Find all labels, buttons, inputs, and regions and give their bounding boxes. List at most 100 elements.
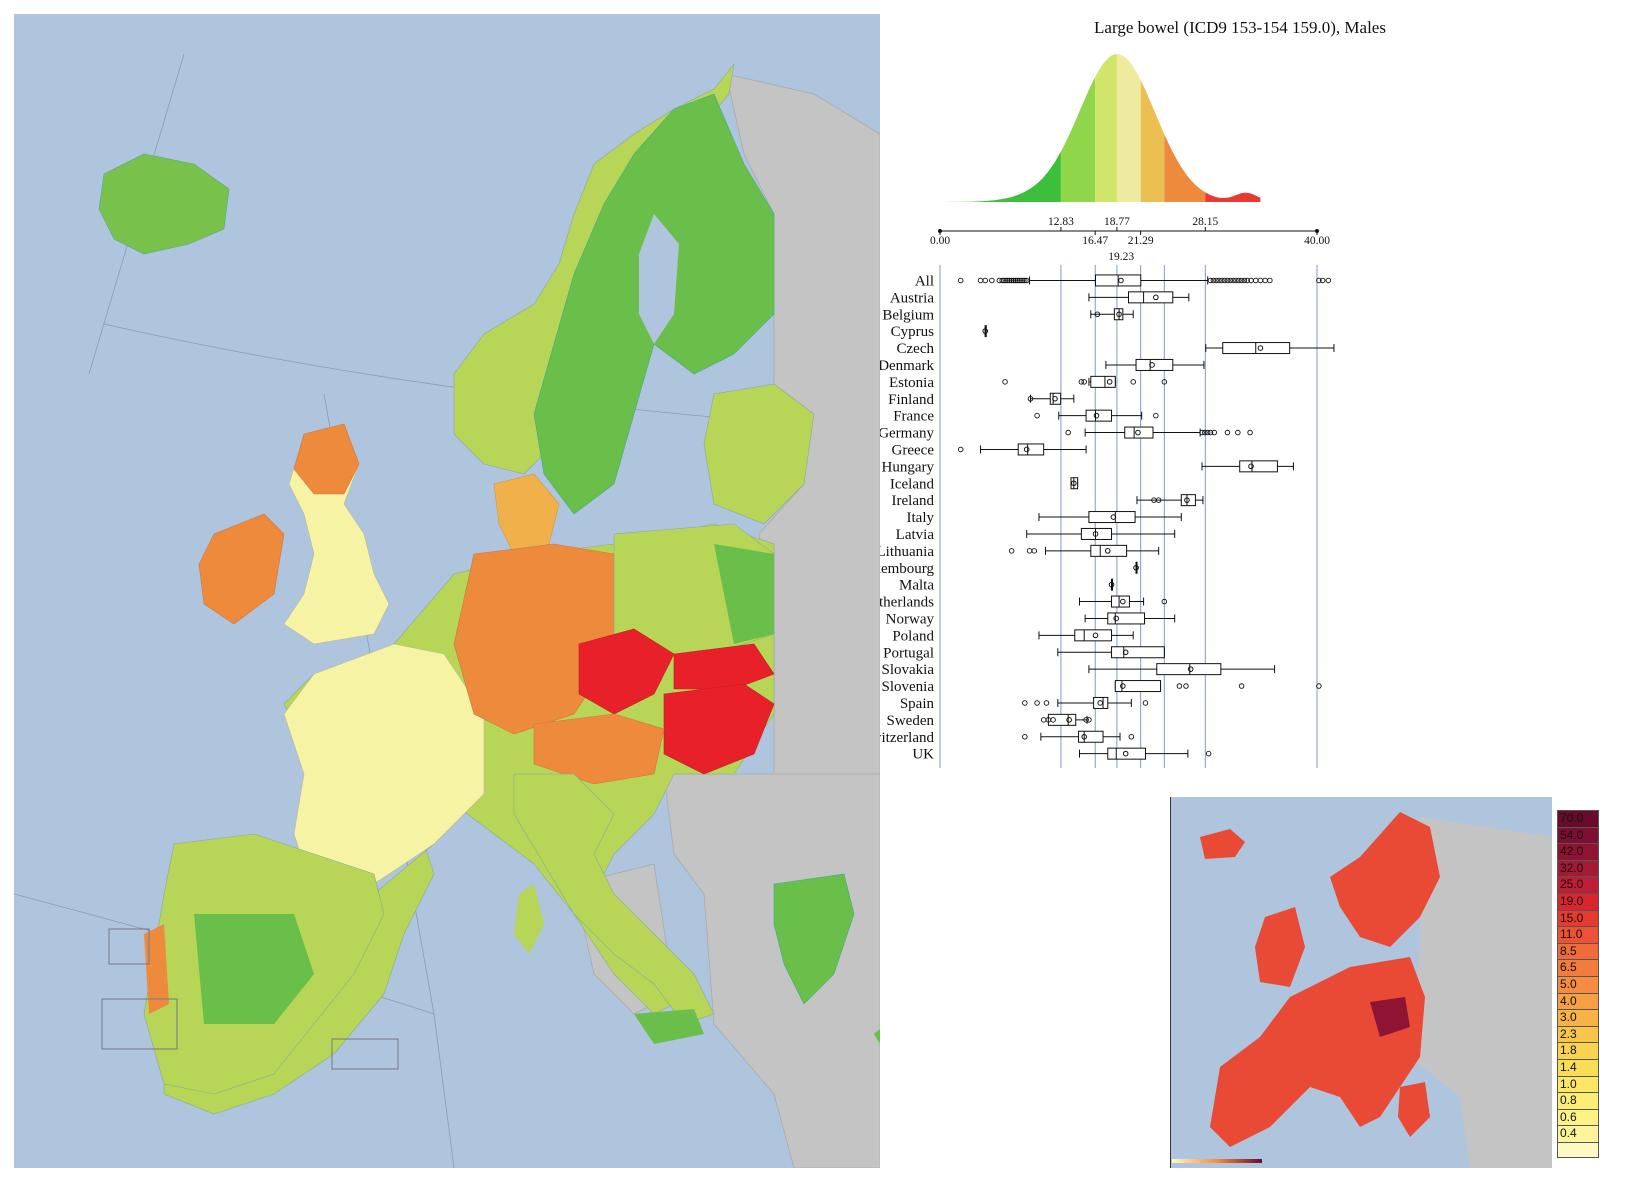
outlier (1130, 379, 1136, 385)
sicily-region (634, 1009, 704, 1044)
row-label: Finland (888, 392, 934, 408)
outlier (1034, 700, 1040, 706)
outlier (1233, 277, 1239, 284)
outlier (1083, 717, 1089, 723)
row-label: All (915, 273, 934, 289)
outlier (1183, 683, 1189, 689)
row-label: Latvia (896, 527, 935, 543)
poland-east-region (714, 544, 774, 644)
denmark-region (493, 473, 560, 555)
outlier (1031, 548, 1037, 554)
row-label: Spain (900, 696, 935, 712)
outlier (1224, 429, 1231, 436)
mean-marker (1110, 514, 1117, 520)
axis-tick-label-top: 12.83 (1048, 216, 1074, 228)
outlier (1002, 379, 1008, 385)
legend-swatch: 5.0 (1557, 975, 1599, 993)
legend-label: 1.8 (1560, 1043, 1577, 1058)
mean-marker (1081, 733, 1088, 740)
scotland-region (293, 423, 360, 495)
row-label: Lithuania (880, 544, 934, 560)
boxplot-chart: 12.83 18.77 28.15 0.00 16.47 21.29 40.00 19.23 A… (880, 54, 1335, 769)
box (1107, 747, 1146, 760)
inset-greece (1398, 1082, 1430, 1137)
box (1090, 544, 1128, 557)
mean-marker (1071, 480, 1077, 487)
row-label: Switzerland (880, 730, 934, 746)
outlier (1012, 277, 1019, 284)
outlier (1207, 429, 1214, 436)
outlier (999, 277, 1005, 284)
chart-title: Large bowel (ICD9 153-154 159.0), Males (1094, 18, 1386, 37)
ireland-region (198, 513, 285, 625)
legend-label: 5.0 (1560, 976, 1577, 991)
spain-central-region (194, 914, 314, 1024)
mean-marker (1149, 362, 1155, 368)
outlier (1221, 277, 1228, 284)
outlier (1252, 277, 1259, 284)
color-legend: 70.0 54.0 42.0 32.0 25.0 19.0 15.0 11.0 8.5 6.5 5.… (1557, 810, 1599, 1159)
legend-swatch: 42.0 (1557, 843, 1599, 860)
outlier (1316, 683, 1322, 689)
mean-marker (1122, 750, 1129, 757)
axis-tick-label-bottom: 16.47 (1082, 235, 1108, 247)
box (1088, 511, 1136, 524)
outlier (1219, 277, 1225, 284)
outlier (1235, 429, 1241, 436)
mean-marker (1257, 345, 1264, 351)
box (1239, 460, 1278, 473)
legend-swatch: 15.0 (1557, 909, 1599, 927)
legend-swatch: 1.0 (1557, 1075, 1599, 1093)
inset-non-eu-land (1410, 817, 1552, 1168)
outlier (1018, 277, 1024, 284)
mean-marker (1118, 277, 1124, 284)
outlier (1014, 277, 1021, 284)
outlier (1022, 277, 1028, 284)
legend-swatch: 25.0 (1557, 876, 1599, 893)
row-label: Iceland (890, 476, 935, 492)
outlier (1238, 277, 1245, 284)
mean-marker (1248, 463, 1254, 470)
density-band-0 (940, 151, 1061, 202)
italy-region (513, 773, 715, 1025)
row-label: Sweden (887, 713, 935, 729)
row-label: Greece (892, 442, 935, 458)
outlier (1142, 700, 1149, 706)
outlier (1155, 497, 1162, 503)
inset-uk-ireland (1255, 907, 1305, 987)
mean-marker (1092, 632, 1099, 639)
legend-label: 4.0 (1560, 993, 1577, 1008)
legend-label: 15.0 (1560, 910, 1584, 925)
row-label: Estonia (889, 375, 934, 391)
mean-marker (1187, 666, 1194, 672)
row-label: UK (912, 747, 934, 763)
row-label: Malta (899, 578, 934, 594)
legend-label: 0.6 (1560, 1109, 1577, 1124)
axis-tick-label-bottom: 40.00 (1304, 235, 1330, 247)
box (1090, 375, 1116, 388)
legend-swatch: 54.0 (1557, 826, 1599, 844)
legend-swatch (1557, 1141, 1599, 1159)
legend-label: 54.0 (1560, 827, 1584, 842)
outlier (1247, 429, 1253, 436)
france-region (283, 643, 485, 895)
outlier (957, 446, 964, 453)
outlier (957, 277, 964, 284)
outlier (1008, 548, 1015, 554)
legend-label: 0.4 (1560, 1126, 1577, 1141)
legend-swatch: 8.5 (1557, 942, 1599, 960)
row-label: Czech (897, 341, 935, 357)
outlier (1161, 379, 1168, 385)
row-label: Luxembourg (880, 561, 934, 577)
legend-label: 6.5 (1560, 960, 1577, 975)
row-label: Hungary (882, 459, 935, 475)
outlier (1161, 598, 1168, 605)
main-map (14, 14, 880, 1168)
inset-map (1170, 797, 1552, 1168)
legend-label: 8.5 (1560, 943, 1577, 958)
outlier (1267, 277, 1273, 284)
outlier (1034, 412, 1040, 419)
row-label: Austria (890, 290, 935, 306)
outlier (1238, 683, 1245, 689)
outlier (1153, 412, 1159, 419)
